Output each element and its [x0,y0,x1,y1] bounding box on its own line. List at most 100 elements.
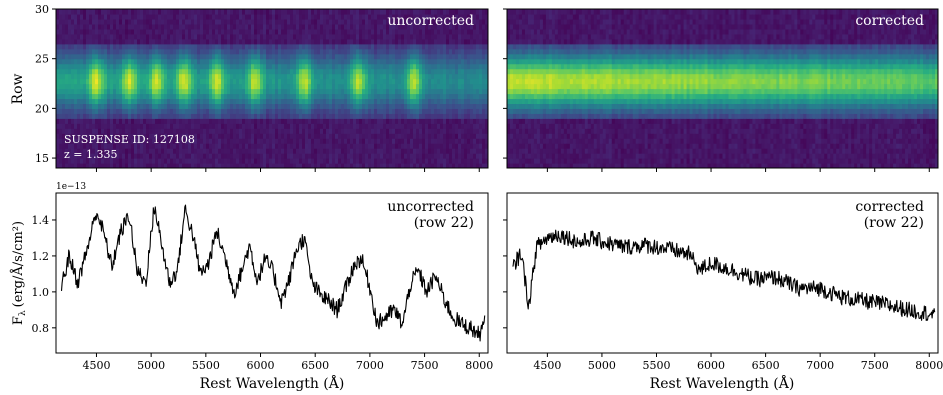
heatmap-cell [425,58,429,65]
heatmap-cell [350,148,354,154]
heatmap-cell [221,163,225,168]
heatmap-cell [179,98,183,105]
heatmap-cell [254,93,258,100]
heatmap-cell [401,98,405,105]
heatmap-cell [305,18,309,25]
heatmap-cell [272,113,276,119]
heatmap-cell [200,38,204,45]
heatmap-cell [374,163,378,168]
heatmap-cell [131,98,135,105]
heatmap-cell [233,153,237,159]
heatmap-cell [302,113,306,119]
heatmap-cell [281,13,285,20]
heatmap-cell [509,13,514,20]
heatmap-cell [461,23,465,30]
heatmap-cell [266,33,270,40]
heatmap-cell [206,18,210,25]
heatmap-cell [251,68,255,75]
heatmap-cell [287,123,291,129]
heatmap-cell [479,143,483,149]
heatmap-cell [161,9,165,15]
heatmap-cell [176,118,180,124]
heatmap-cell [383,138,387,144]
heatmap-cell [413,53,417,60]
heatmap-cell [329,163,333,168]
heatmap-cell [107,123,111,129]
heatmap-cell [398,18,402,25]
heatmap-cell [239,93,243,100]
heatmap-cell [380,148,384,154]
heatmap-cell [359,163,363,168]
heatmap-cell [386,103,390,109]
heatmap-cell [305,113,309,119]
heatmap-cell [191,18,195,25]
heatmap-cell [74,143,78,149]
heatmap-cell [116,158,120,164]
heatmap-cell [122,58,126,65]
heatmap-cell [449,48,453,55]
heatmap-cell [428,28,432,35]
heatmap-cell [92,68,96,75]
heatmap-cell [113,98,117,105]
heatmap-cell [155,38,159,45]
heatmap-cell [212,23,216,30]
heatmap-cell [77,63,81,70]
heatmap-cell [518,28,523,35]
heatmap-cell [125,113,129,119]
heatmap-cell [413,158,417,164]
heatmap-cell [356,133,360,139]
heatmap-cell [209,13,213,20]
heatmap-cell [317,83,321,90]
heatmap-cell [320,143,324,149]
heatmap-cell [305,43,309,50]
heatmap-cell [320,153,324,159]
heatmap-cell [299,133,303,139]
heatmap-cell [392,63,396,70]
heatmap-cell [125,43,129,50]
heatmap-cell [305,98,309,105]
heatmap-cell [341,123,345,129]
heatmap-cell [200,113,204,119]
heatmap-cell [347,38,351,45]
heatmap-cell [218,78,222,85]
heatmap-cell [89,23,93,30]
heatmap-cell [74,163,78,168]
heatmap-cell [464,73,468,80]
heatmap-cell [251,158,255,164]
heatmap-cell [128,123,132,129]
heatmap-cell [194,38,198,45]
heatmap-cell [233,43,237,50]
heatmap-cell [140,148,144,154]
heatmap-cell [458,78,462,85]
heatmap-cell [377,68,381,75]
heatmap-cell [284,163,288,168]
heatmap-cell [410,53,414,60]
heatmap-cell [143,78,147,85]
heatmap-cell [518,143,523,149]
heatmap-cell [284,153,288,159]
heatmap-cell [530,18,535,25]
heatmap-cell [296,123,300,129]
heatmap-cell [521,143,526,149]
heatmap-cell [530,48,535,55]
heatmap-cell [368,128,372,134]
heatmap-cell [131,123,135,129]
heatmap-cell [230,73,234,80]
heatmap-cell [413,9,417,15]
heatmap-cell [59,73,63,80]
heatmap-cell [200,153,204,159]
heatmap-cell [344,138,348,144]
heatmap-cell [374,133,378,139]
heatmap-cell [56,68,60,75]
heatmap-cell [170,58,174,65]
heatmap-cell [74,73,78,80]
heatmap-cell [89,118,93,124]
heatmap-cell [479,43,483,50]
heatmap-cell [431,33,435,40]
heatmap-cell [179,118,183,124]
heatmap-cell [149,18,153,25]
heatmap-cell [437,9,441,15]
heatmap-cell [365,113,369,119]
heatmap-cell [305,133,309,139]
heatmap-cell [386,158,390,164]
